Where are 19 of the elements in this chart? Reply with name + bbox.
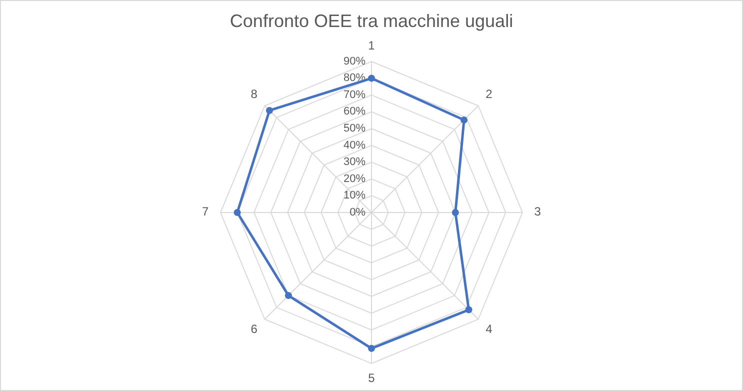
y-tick-label: 0% [350,206,366,218]
spoke-label: 3 [534,204,542,219]
spoke-label: 2 [486,87,493,102]
chart-title: Confronto OEE tra macchine uguali [230,11,514,31]
y-tick-label: 70% [343,88,366,101]
y-tick-label: 30% [343,156,366,168]
y-tick-label: 40% [343,139,366,152]
spoke-label: 8 [250,87,258,102]
y-tick-label: 20% [343,172,366,185]
spoke-label: 5 [368,370,376,385]
spoke-label: 6 [250,322,258,336]
y-tick-label: 10% [343,190,366,202]
y-tick-label: 60% [343,106,366,118]
y-tick-label: 50% [343,122,366,135]
spoke-label: 1 [368,38,376,53]
spoke-label: 7 [202,204,210,219]
y-tick-label: 90% [343,55,366,68]
y-tick-label: 80% [343,72,366,84]
spoke-label: 4 [486,322,493,336]
